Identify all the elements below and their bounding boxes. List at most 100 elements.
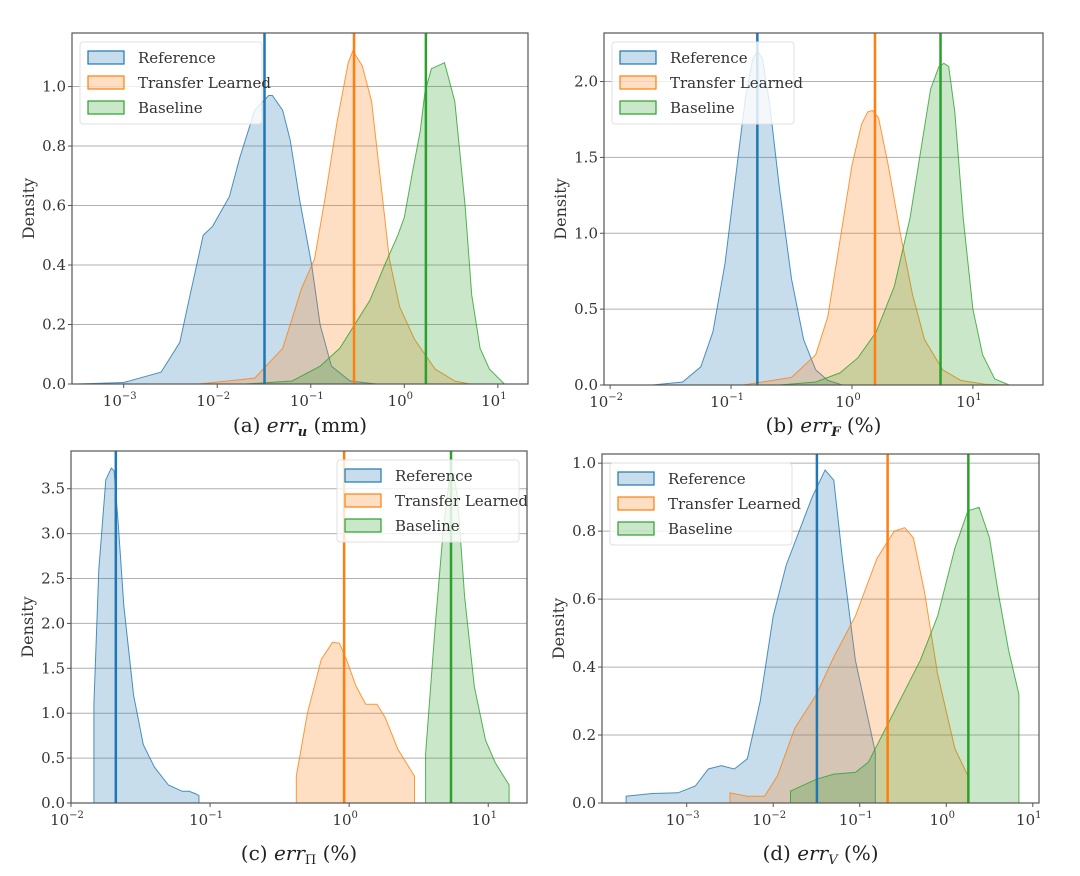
xtick-label: 10−3 <box>666 810 700 829</box>
xtick-label: 100 <box>332 810 357 829</box>
density-area-reference <box>76 95 377 384</box>
axes-frame <box>603 32 1044 386</box>
plot-area <box>93 451 510 803</box>
legend: Reference Transfer Learned Baseline <box>79 41 271 125</box>
ytick-label: 0.8 <box>42 137 66 155</box>
legend-label-reference: Reference <box>670 49 748 67</box>
legend-label-reference: Reference <box>138 49 216 67</box>
density-curve-transfer <box>729 527 969 803</box>
density-curve-baseline <box>790 506 1020 803</box>
legend-swatch-baseline <box>87 100 125 115</box>
ytick-label: 2.0 <box>574 73 598 91</box>
xtick-label: 10−2 <box>50 810 84 829</box>
density-curve-reference <box>93 467 200 803</box>
ytick-label: 0.5 <box>574 300 598 318</box>
density-curve-baseline <box>779 62 1010 385</box>
axes-frame <box>70 450 528 804</box>
legend-swatch-transfer <box>619 75 657 90</box>
ytick-label: 0.4 <box>572 658 596 676</box>
ytick-label: 3.0 <box>41 525 65 543</box>
legend-label-reference: Reference <box>395 467 473 485</box>
y-axis-label: Density <box>19 178 38 239</box>
legend-label-baseline: Baseline <box>138 99 203 117</box>
ytick-label: 3.5 <box>41 480 65 498</box>
ytick-label: 0.8 <box>572 522 596 540</box>
legend-swatch-baseline <box>344 518 382 533</box>
y-axis-label: Density <box>18 596 37 657</box>
panel-caption: (b) errF (%) <box>766 413 882 440</box>
xtick-label: 101 <box>956 392 981 411</box>
xtick-label: 10−1 <box>710 392 744 411</box>
ytick-label: 0.6 <box>572 590 596 608</box>
y-axis-label: Density <box>551 178 570 239</box>
panel-caption: (c) errΠ (%) <box>241 841 357 868</box>
legend: Reference Transfer Learned Baseline <box>609 462 801 546</box>
ytick-label: 0.2 <box>572 726 596 744</box>
legend-box <box>609 462 793 546</box>
panel-d: 0.0 0.2 0.4 0.6 0.8 1.0 10−3 10−2 10−1 100 101 Dens… <box>549 453 1042 868</box>
plot-area <box>652 33 1010 385</box>
legend-label-transfer: Transfer Learned <box>668 495 801 513</box>
xtick-label: 10−2 <box>589 392 623 411</box>
legend-swatch-reference <box>344 468 382 483</box>
legend-swatch-transfer <box>87 75 125 90</box>
ytick-label: 0.0 <box>572 794 596 812</box>
xtick-label: 10−1 <box>290 391 324 410</box>
ytick-label: 0.4 <box>42 256 66 274</box>
xtick-label: 10−2 <box>752 810 786 829</box>
xtick-label: 100 <box>930 810 955 829</box>
plot-area <box>76 33 505 384</box>
density-area-transfer <box>296 642 415 803</box>
density-area-reference <box>626 470 876 803</box>
legend-swatch-transfer <box>344 493 382 508</box>
axes-frame <box>601 453 1040 804</box>
panel-caption: (a) erru (mm) <box>233 413 367 440</box>
legend-label-baseline: Baseline <box>395 517 460 535</box>
density-curve-baseline <box>245 61 505 384</box>
xtick-label: 10−1 <box>839 810 873 829</box>
legend-swatch-reference <box>87 50 125 65</box>
ytick-label: 2.5 <box>41 570 65 588</box>
xtick-label: 100 <box>835 392 860 411</box>
legend-swatch-reference <box>619 50 657 65</box>
density-area-baseline <box>245 62 505 384</box>
legend: Reference Transfer Learned Baseline <box>336 459 528 543</box>
panel-a: 0.0 0.2 0.4 0.6 0.8 1.0 10−3 10−2 10−1 100 101 Dens… <box>19 32 529 440</box>
ytick-label: 1.5 <box>574 148 598 166</box>
ytick-label: 0.0 <box>41 794 65 812</box>
legend-label-transfer: Transfer Learned <box>670 74 803 92</box>
density-area-transfer <box>730 527 968 803</box>
ytick-label: 0.0 <box>42 375 66 393</box>
legend-label-transfer: Transfer Learned <box>395 492 528 510</box>
density-curve-transfer <box>295 641 415 803</box>
density-area-transfer <box>198 50 470 384</box>
legend: Reference Transfer Learned Baseline <box>611 41 803 125</box>
legend-swatch-transfer <box>617 496 655 511</box>
xtick-label: 10−1 <box>189 810 223 829</box>
legend-label-reference: Reference <box>668 470 746 488</box>
xtick-label: 101 <box>481 391 506 410</box>
density-area-baseline <box>425 474 510 803</box>
xtick-label: 101 <box>1016 810 1041 829</box>
ytick-label: 0.2 <box>42 316 66 334</box>
panel-b: 0.0 0.5 1.0 1.5 2.0 10−2 10−1 100 101 Density (b) … <box>551 32 1044 440</box>
panel-c: 0.0 0.5 1.0 1.5 2.0 2.5 3.0 3.5 10−2 10−1 100 101 De… <box>18 450 528 868</box>
plot-area <box>625 454 1020 803</box>
ytick-label: 0.0 <box>574 376 598 394</box>
xtick-label: 10−3 <box>103 391 137 410</box>
legend-label-baseline: Baseline <box>668 520 733 538</box>
legend-label-transfer: Transfer Learned <box>138 74 271 92</box>
legend-label-baseline: Baseline <box>670 99 735 117</box>
legend-swatch-baseline <box>619 100 657 115</box>
xtick-label: 100 <box>388 391 413 410</box>
ytick-label: 1.0 <box>41 704 65 722</box>
panel-caption: (d) errV (%) <box>762 841 878 868</box>
xtick-label: 101 <box>471 810 496 829</box>
legend-box <box>336 459 520 543</box>
legend-box <box>611 41 795 125</box>
legend-swatch-reference <box>617 471 655 486</box>
ytick-label: 0.6 <box>42 197 66 215</box>
ytick-label: 1.0 <box>42 78 66 96</box>
ytick-label: 1.0 <box>574 224 598 242</box>
